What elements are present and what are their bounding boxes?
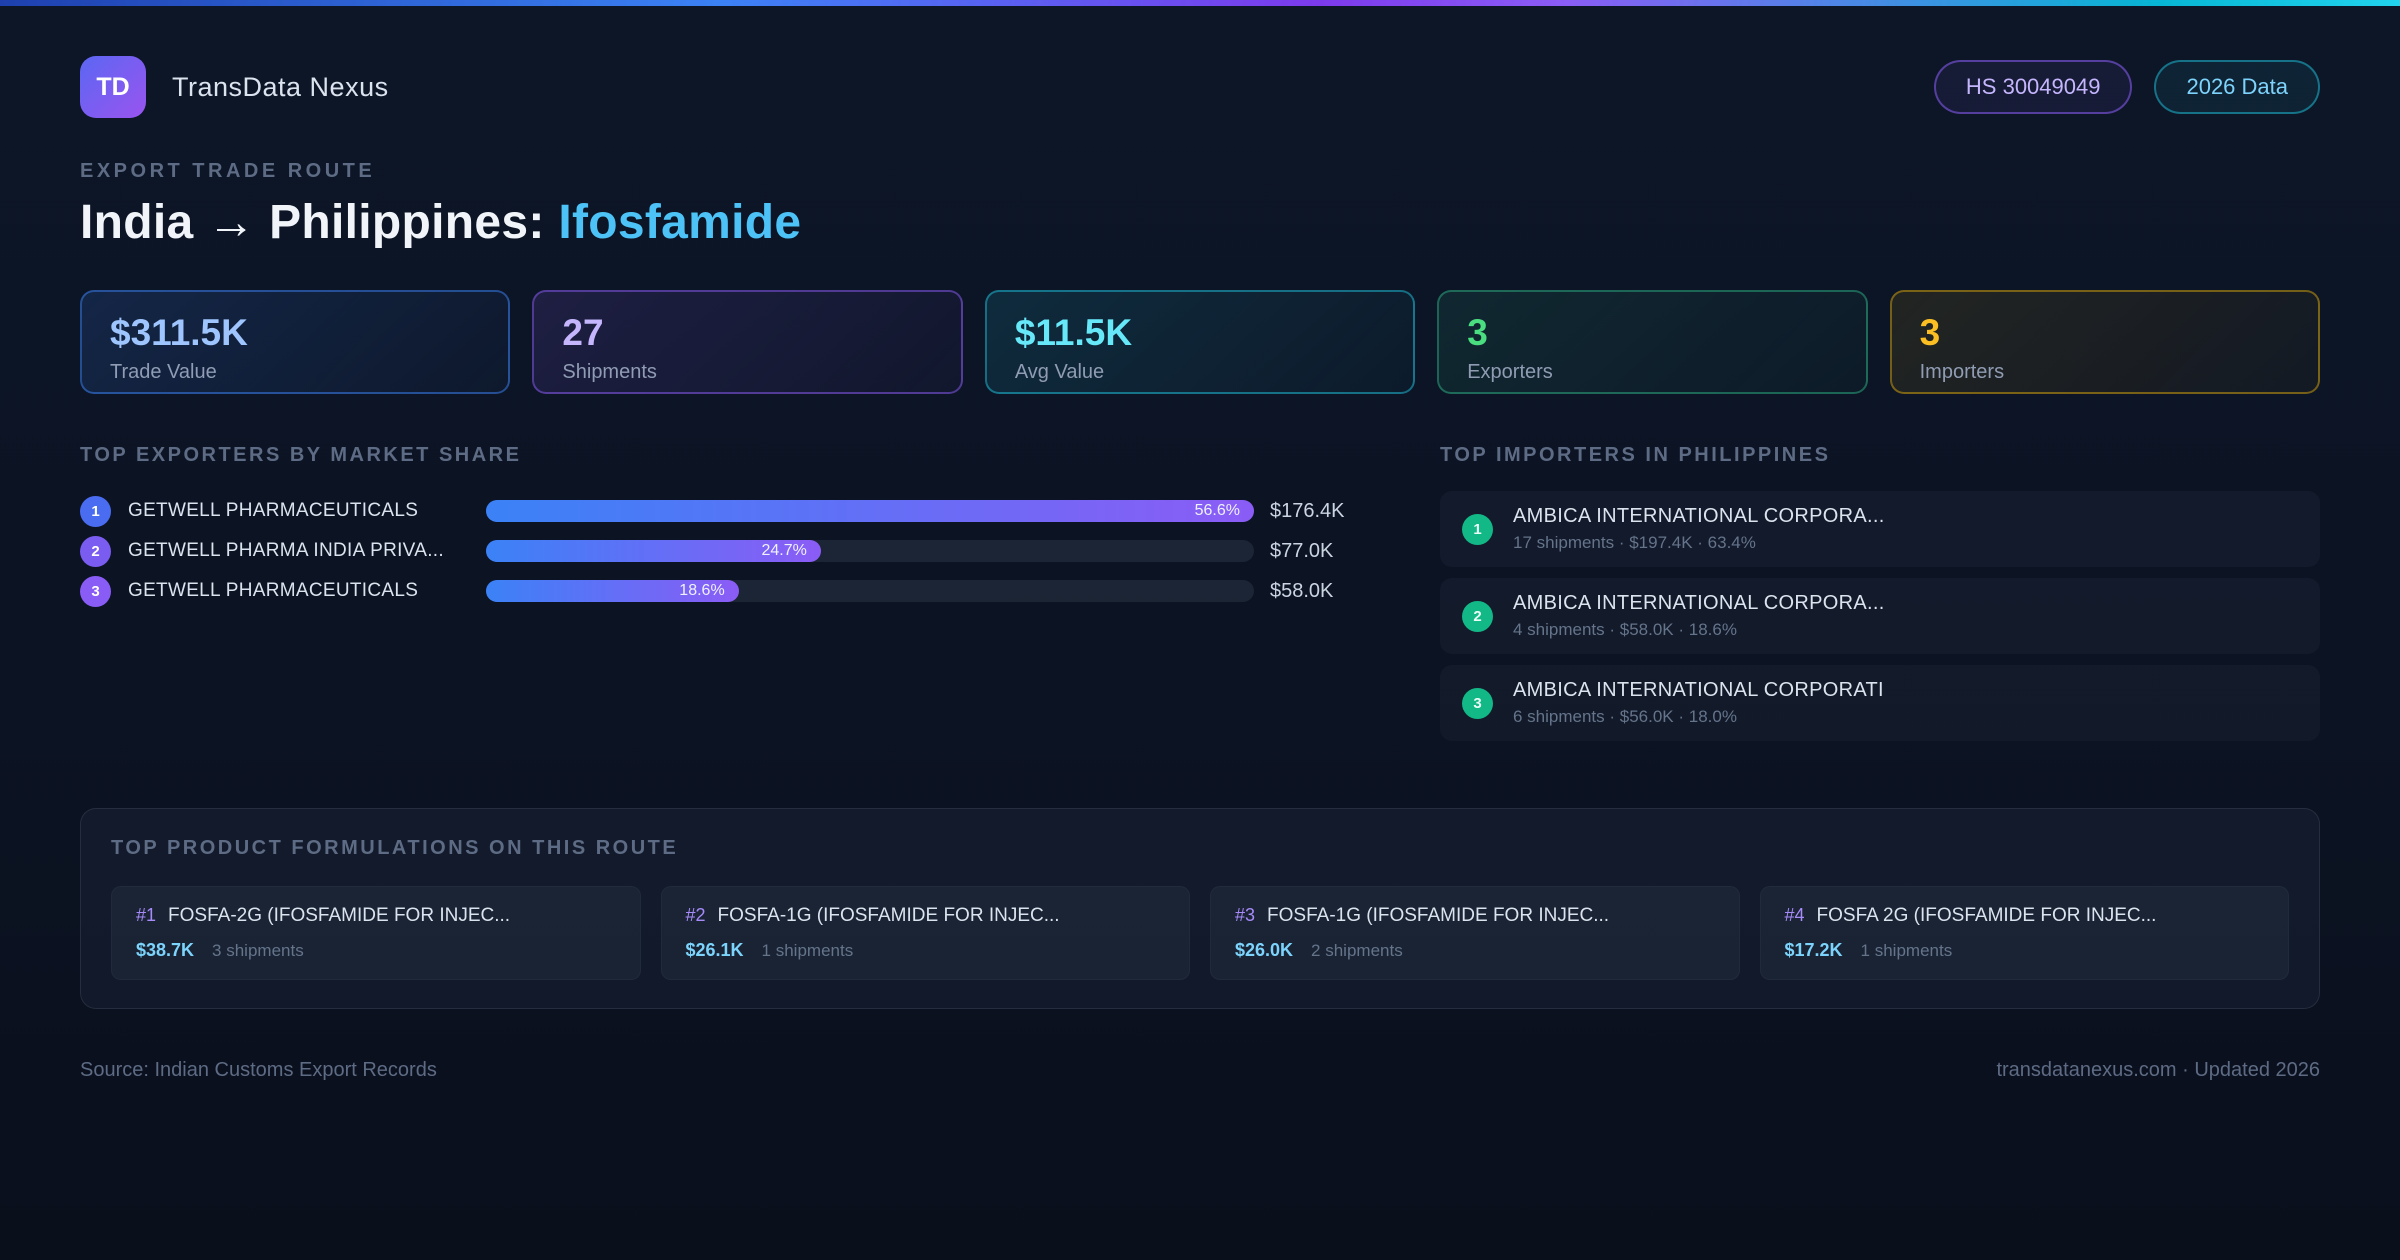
rank-badge: 2	[80, 535, 111, 567]
rank-badge: 3	[80, 575, 111, 607]
formulation-shipments: 2 shipments	[1311, 941, 1403, 960]
importer-text: AMBICA INTERNATIONAL CORPORA... 17 shipm…	[1513, 505, 1885, 553]
stat-card-importers: 3 Importers	[1889, 290, 2321, 394]
market-share-bar-track: 24.7%	[486, 540, 1254, 562]
formulation-meta: $26.1K 1 shipments	[686, 940, 1166, 961]
stat-value: 27	[562, 312, 604, 353]
formulation-header: #2 FOSFA-1G (IFOSFAMIDE FOR INJEC...	[686, 905, 1166, 927]
formulation-card[interactable]: #1 FOSFA-2G (IFOSFAMIDE FOR INJEC... $38…	[111, 886, 641, 980]
importer-detail: 17 shipments · $197.4K · 63.4%	[1513, 533, 1756, 552]
importers-section-title: TOP IMPORTERS IN PHILIPPINES	[1440, 444, 1831, 466]
formulation-shipments: 1 shipments	[761, 941, 854, 960]
rank-badge: 2	[1462, 600, 1493, 632]
exporters-section: TOP EXPORTERS BY MARKET SHARE 1 GETWELL …	[80, 444, 1362, 611]
page-title: India → Philippines: Ifosfamide	[80, 195, 2320, 250]
importer-name: AMBICA INTERNATIONAL CORPORATI	[1513, 679, 1884, 701]
footer-site: transdatanexus.com · Updated 2026	[1996, 1059, 2320, 1081]
exporter-row[interactable]: 1 GETWELL PHARMACEUTICALS 56.6% $176.4K	[80, 491, 1362, 531]
stat-card-shipments: 27 Shipments	[532, 290, 963, 394]
formulation-header: #1 FOSFA-2G (IFOSFAMIDE FOR INJEC...	[136, 905, 616, 927]
stat-label: Exporters	[1467, 360, 1553, 383]
stat-card-trade-value: $311.5K Trade Value	[80, 290, 511, 394]
stat-label: Trade Value	[110, 360, 217, 383]
importers-section: TOP IMPORTERS IN PHILIPPINES 1 AMBICA IN…	[1440, 444, 2320, 752]
accent-bar	[0, 0, 2400, 6]
formulation-meta: $38.7K 3 shipments	[136, 940, 616, 961]
formulation-rank: #4	[1784, 905, 1805, 925]
importer-item[interactable]: 3 AMBICA INTERNATIONAL CORPORATI 6 shipm…	[1440, 665, 2320, 741]
year-badge[interactable]: 2026 Data	[2154, 60, 2320, 114]
formulation-value: $26.0K	[1235, 940, 1294, 960]
formulation-name: FOSFA-1G (IFOSFAMIDE FOR INJEC...	[717, 905, 1060, 926]
hs-code-badge[interactable]: HS 30049049	[1933, 60, 2133, 114]
importer-item[interactable]: 1 AMBICA INTERNATIONAL CORPORA... 17 shi…	[1440, 491, 2320, 567]
stat-label: Avg Value	[1014, 360, 1105, 383]
formulation-meta: $17.2K 1 shipments	[1785, 940, 2265, 961]
importer-text: AMBICA INTERNATIONAL CORPORATI 6 shipmen…	[1513, 679, 1884, 727]
importer-name: AMBICA INTERNATIONAL CORPORA...	[1513, 592, 1885, 614]
formulation-value: $26.1K	[685, 940, 744, 960]
rank-badge: 1	[1462, 513, 1493, 545]
formulation-name: FOSFA 2G (IFOSFAMIDE FOR INJEC...	[1816, 905, 2157, 926]
formulation-value: $17.2K	[1784, 940, 1843, 960]
exporter-row[interactable]: 2 GETWELL PHARMA INDIA PRIVA... 24.7% $7…	[80, 531, 1362, 571]
formulation-card[interactable]: #4 FOSFA 2G (IFOSFAMIDE FOR INJEC... $17…	[1759, 886, 2289, 980]
stat-card-avg-value: $11.5K Avg Value	[984, 290, 1416, 394]
formulation-rank: #3	[1235, 905, 1256, 925]
page-title-main: India → Philippines:	[80, 196, 545, 249]
exporter-name: GETWELL PHARMACEUTICALS	[128, 500, 419, 521]
stat-value: $311.5K	[110, 312, 248, 353]
exporter-value: $58.0K	[1270, 579, 1334, 602]
formulation-rank: #1	[136, 905, 157, 925]
market-share-bar-track: 18.6%	[486, 580, 1254, 602]
exporter-value: $176.4K	[1270, 499, 1345, 522]
stat-value: $11.5K	[1014, 312, 1133, 353]
stat-value: 3	[1919, 312, 1941, 353]
exporter-name: GETWELL PHARMACEUTICALS	[128, 580, 419, 601]
rank-badge: 3	[1462, 687, 1493, 719]
formulation-card[interactable]: #2 FOSFA-1G (IFOSFAMIDE FOR INJEC... $26…	[660, 886, 1190, 980]
importer-item[interactable]: 2 AMBICA INTERNATIONAL CORPORA... 4 ship…	[1440, 578, 2320, 654]
stat-label: Shipments	[562, 360, 657, 383]
stats-row: $311.5K Trade Value 27 Shipments $11.5K …	[80, 290, 2321, 394]
columns: TOP EXPORTERS BY MARKET SHARE 1 GETWELL …	[80, 444, 2320, 752]
market-share-bar-fill: 24.7%	[486, 540, 821, 562]
exporter-name: GETWELL PHARMA INDIA PRIVA...	[128, 540, 444, 561]
app-logo: TD	[80, 56, 146, 118]
formulation-value: $38.7K	[136, 940, 195, 960]
rank-badge: 1	[80, 495, 111, 527]
eyebrow-label: EXPORT TRADE ROUTE	[80, 160, 376, 182]
formulations-panel: TOP PRODUCT FORMULATIONS ON THIS ROUTE #…	[80, 808, 2320, 1009]
market-share-bar-fill: 18.6%	[486, 580, 739, 602]
formulation-meta: $26.0K 2 shipments	[1235, 940, 1715, 961]
importer-text: AMBICA INTERNATIONAL CORPORA... 4 shipme…	[1513, 592, 1885, 640]
header: TD TransData Nexus HS 30049049 2026 Data	[80, 56, 2320, 118]
formulations-title: TOP PRODUCT FORMULATIONS ON THIS ROUTE	[111, 837, 679, 859]
footer-source: Source: Indian Customs Export Records	[80, 1059, 437, 1081]
formulation-header: #3 FOSFA-1G (IFOSFAMIDE FOR INJEC...	[1235, 905, 1715, 927]
stat-card-exporters: 3 Exporters	[1437, 290, 1868, 394]
importer-detail: 4 shipments · $58.0K · 18.6%	[1513, 620, 1737, 639]
page-title-highlight: Ifosfamide	[558, 196, 802, 249]
formulation-shipments: 1 shipments	[1860, 941, 1953, 960]
importer-detail: 6 shipments · $56.0K · 18.0%	[1513, 707, 1737, 726]
formulation-card[interactable]: #3 FOSFA-1G (IFOSFAMIDE FOR INJEC... $26…	[1210, 886, 1740, 980]
exporter-row[interactable]: 3 GETWELL PHARMACEUTICALS 18.6% $58.0K	[80, 571, 1362, 611]
market-share-bar-track: 56.6%	[486, 500, 1254, 522]
formulation-rank: #2	[685, 905, 706, 925]
exporter-value: $77.0K	[1270, 539, 1334, 562]
formulation-name: FOSFA-1G (IFOSFAMIDE FOR INJEC...	[1267, 905, 1610, 926]
market-share-bar-fill: 56.6%	[486, 500, 1254, 522]
page: TD TransData Nexus HS 30049049 2026 Data…	[0, 6, 2400, 1082]
stat-label: Importers	[1919, 360, 2005, 383]
stat-value: 3	[1467, 312, 1488, 353]
formulation-shipments: 3 shipments	[212, 941, 304, 960]
app-name: TransData Nexus	[172, 71, 389, 102]
formulation-cards: #1 FOSFA-2G (IFOSFAMIDE FOR INJEC... $38…	[111, 886, 2289, 980]
importer-name: AMBICA INTERNATIONAL CORPORA...	[1513, 505, 1885, 527]
formulation-header: #4 FOSFA 2G (IFOSFAMIDE FOR INJEC...	[1785, 905, 2265, 927]
formulation-name: FOSFA-2G (IFOSFAMIDE FOR INJEC...	[168, 905, 511, 926]
footer: Source: Indian Customs Export Records tr…	[80, 1059, 2320, 1082]
exporters-section-title: TOP EXPORTERS BY MARKET SHARE	[80, 444, 522, 466]
